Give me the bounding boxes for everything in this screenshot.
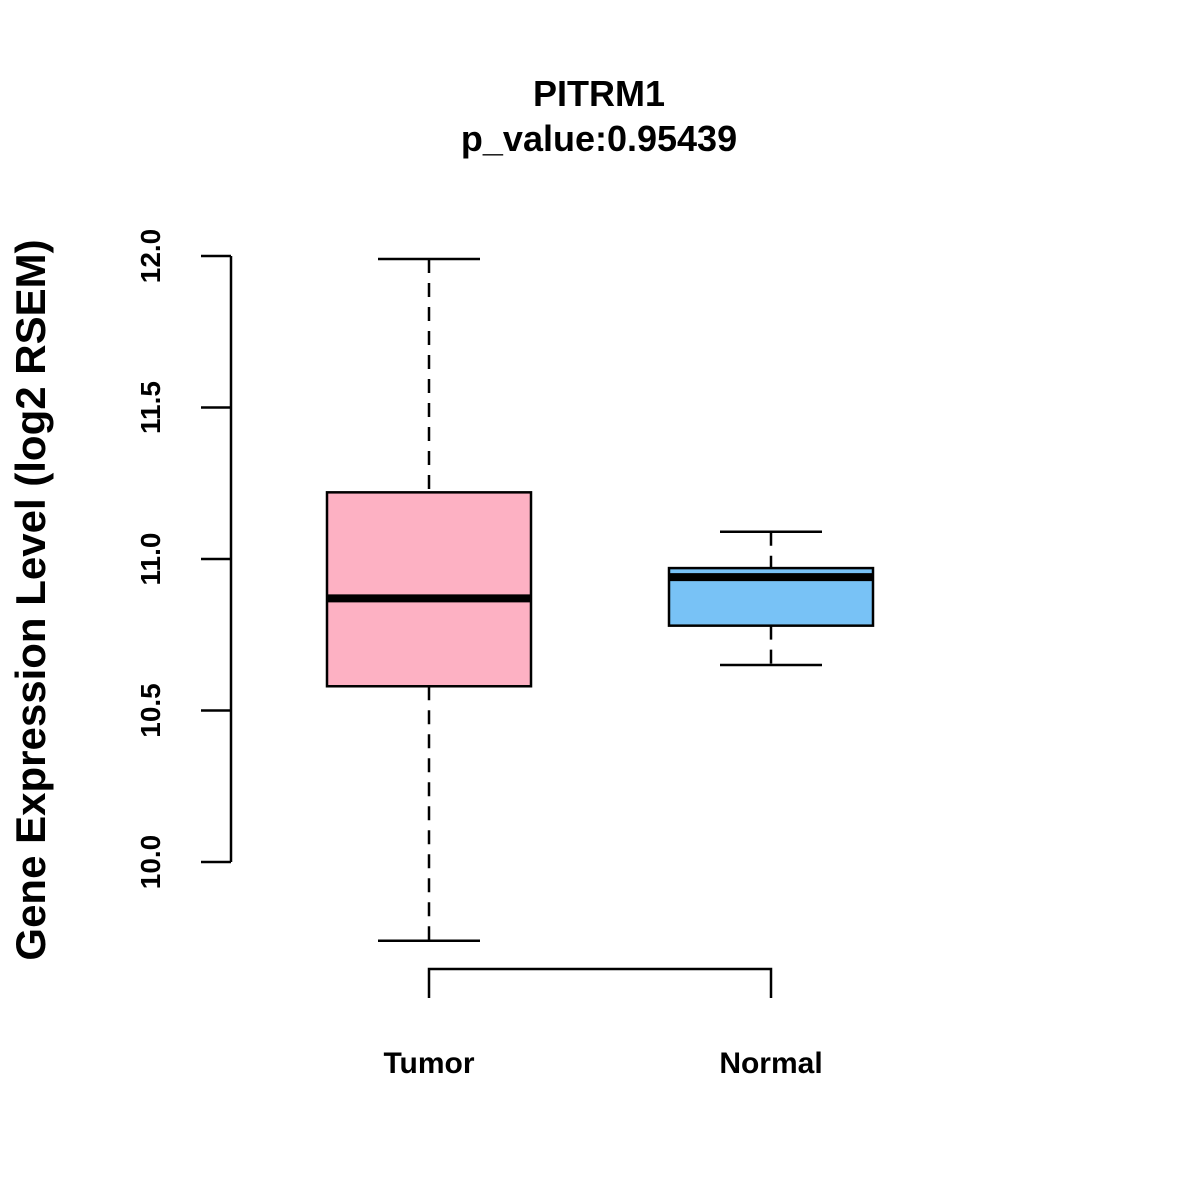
box-tumor: [325, 257, 533, 943]
box-normal: [667, 530, 875, 667]
box-series: [325, 257, 875, 943]
y-tick-label: 12.0: [135, 229, 166, 284]
x-axis-category-labels: Tumor Normal: [383, 1047, 822, 1080]
x-category-label: Tumor: [383, 1047, 474, 1080]
chart-subtitle: p_value:0.95439: [461, 118, 737, 159]
iqr-box: [325, 491, 533, 688]
significance-bracket: [427, 967, 773, 998]
y-axis: 10.0 10.5 11.0 11.5 12.0: [135, 229, 233, 890]
y-tick-label: 10.0: [135, 835, 166, 890]
y-tick-label: 11.5: [135, 381, 166, 434]
x-category-label: Normal: [719, 1047, 822, 1080]
chart-title: PITRM1: [533, 73, 665, 114]
y-tick-label: 10.5: [135, 683, 166, 738]
y-axis-label: Gene Expression Level (log2 RSEM): [7, 239, 54, 960]
bracket-line: [427, 967, 773, 998]
y-tick-label: 11.0: [135, 533, 166, 586]
